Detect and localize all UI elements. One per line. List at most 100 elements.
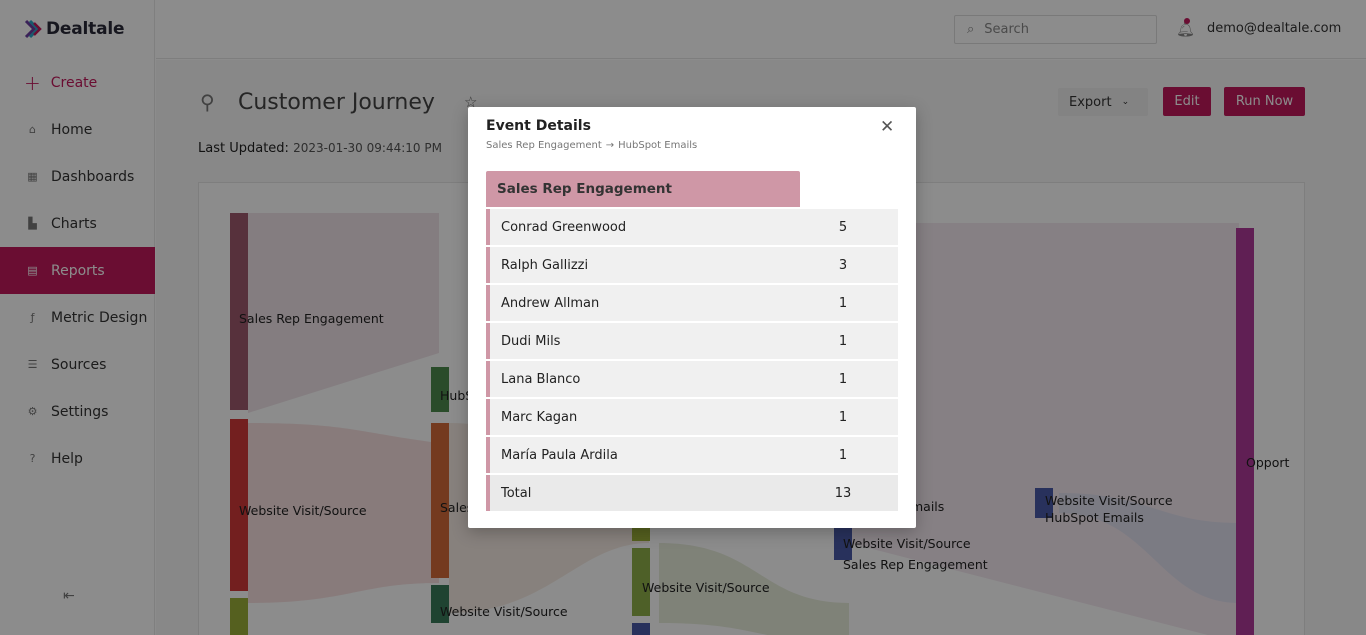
sidebar-item-metric-design[interactable]: ƒ Metric Design — [0, 294, 155, 341]
help-icon: ? — [29, 452, 36, 465]
sankey-label: Website Visit/Source — [1045, 493, 1173, 508]
user-email[interactable]: demo@dealtale.com — [1207, 21, 1342, 36]
row-name: Conrad Greenwood — [501, 219, 627, 235]
app-name: Dealtale — [46, 19, 125, 39]
row-count: 1 — [838, 447, 848, 463]
sankey-node — [1236, 228, 1254, 635]
row-name: Dudi Mils — [501, 333, 561, 349]
table-row: Andrew Allman 1 — [486, 285, 898, 321]
search-icon: ⌕ — [967, 22, 975, 37]
row-name: María Paula Ardila — [501, 447, 618, 463]
row-count: 1 — [838, 333, 848, 349]
sidebar-item-label: Help — [51, 450, 83, 467]
sankey-node — [230, 213, 248, 410]
sidebar-item-label: Reports — [51, 262, 105, 279]
sidebar-item-settings[interactable]: ⚙ Settings — [0, 388, 155, 435]
sankey-label: HubS — [440, 388, 474, 403]
row-name: Lana Blanco — [501, 371, 581, 387]
table-row: Conrad Greenwood 5 — [486, 209, 898, 245]
sidebar-item-reports[interactable]: ▤ Reports — [0, 247, 155, 294]
row-name: Ralph Gallizzi — [501, 257, 589, 273]
sidebar-item-label: Settings — [51, 403, 109, 420]
search-placeholder: Search — [984, 22, 1029, 37]
sankey-flow — [248, 213, 439, 413]
arrow-right-icon: → — [605, 140, 615, 151]
row-count: 3 — [838, 257, 848, 273]
search-input[interactable]: ⌕ Search — [954, 15, 1157, 44]
sankey-label: mails — [911, 499, 945, 514]
row-count: 5 — [838, 219, 848, 235]
sankey-node — [431, 423, 449, 578]
topbar: ⌕ Search 🔔︎ demo@dealtale.com — [156, 0, 1366, 59]
sidebar-item-charts[interactable]: ▙ Charts — [0, 200, 155, 247]
chart-icon: ▙ — [28, 217, 37, 230]
report-icon: ▤ — [27, 264, 38, 277]
journey-icon: ⚲ — [200, 90, 215, 114]
run-now-button[interactable]: Run Now — [1224, 87, 1305, 116]
sidebar-item-label: Charts — [51, 215, 97, 232]
sankey-node — [431, 367, 449, 412]
sidebar-item-help[interactable]: ? Help — [0, 435, 155, 482]
last-updated: Last Updated: 2023-01-30 09:44:10 PM — [198, 141, 442, 156]
modal-breadcrumb: Sales Rep Engagement → HubSpot Emails — [486, 140, 697, 151]
table-row: Lana Blanco 1 — [486, 361, 898, 397]
total-value: 13 — [834, 485, 852, 501]
sankey-label: Website Visit/Source — [239, 503, 367, 518]
sankey-node — [230, 419, 248, 591]
sankey-flow — [659, 543, 849, 635]
sankey-label: Sales Rep Engagement — [239, 311, 384, 326]
total-label: Total — [501, 485, 532, 501]
sidebar-item-label: Sources — [51, 356, 107, 373]
sankey-flow — [248, 423, 439, 603]
sankey-node — [632, 548, 650, 616]
notification-dot — [1184, 18, 1190, 24]
sankey-label: Website Visit/Source — [440, 604, 568, 619]
row-count: 1 — [838, 409, 848, 425]
table-row: Dudi Mils 1 — [486, 323, 898, 359]
favorite-star-icon[interactable]: ☆ — [464, 93, 478, 111]
sidebar-item-label: Metric Design — [51, 309, 148, 326]
sidebar-item-dashboards[interactable]: ▦ Dashboards — [0, 153, 155, 200]
create-button[interactable]: + Create — [24, 71, 97, 95]
event-details-modal: Event Details Sales Rep Engagement → Hub… — [468, 107, 916, 528]
modal-title: Event Details — [486, 118, 591, 134]
table-total-row: Total 13 — [486, 475, 898, 511]
plus-icon: + — [24, 71, 41, 95]
sankey-node — [1035, 488, 1053, 518]
table-row: Ralph Gallizzi 3 — [486, 247, 898, 283]
sidebar-item-label: Dashboards — [51, 168, 135, 185]
chevron-down-icon: ⌄ — [1121, 97, 1130, 107]
sidebar-nav: ⌂ Home ▦ Dashboards ▙ Charts ▤ Reports ƒ… — [0, 106, 155, 482]
sankey-label: HubSpot Emails — [1045, 510, 1144, 525]
close-icon[interactable]: ✕ — [880, 117, 895, 137]
database-icon: ☰ — [27, 358, 38, 371]
row-count: 1 — [838, 371, 848, 387]
function-icon: ƒ — [30, 311, 35, 324]
sidebar-item-label: Home — [51, 121, 93, 138]
dashboard-icon: ▦ — [27, 170, 38, 183]
event-table: Conrad Greenwood 5 Ralph Gallizzi 3 Andr… — [486, 209, 898, 513]
page-title: Customer Journey — [238, 90, 435, 115]
sankey-svg — [230, 213, 1254, 635]
table-row: María Paula Ardila 1 — [486, 437, 898, 473]
breadcrumb-to: HubSpot Emails — [618, 140, 698, 151]
gear-icon: ⚙ — [27, 405, 38, 418]
home-icon: ⌂ — [29, 123, 36, 136]
sankey-node — [230, 598, 248, 635]
sidebar-item-sources[interactable]: ☰ Sources — [0, 341, 155, 388]
table-row: Marc Kagan 1 — [486, 399, 898, 435]
sankey-node — [632, 623, 650, 635]
row-name: Andrew Allman — [501, 295, 600, 311]
notification-bell-icon[interactable]: 🔔︎ — [1176, 18, 1196, 38]
sankey-label: Opport — [1246, 455, 1290, 470]
breadcrumb-from: Sales Rep Engagement — [486, 140, 602, 151]
sankey-label: Website Visit/Source — [642, 580, 770, 595]
sidebar: Dealtale + Create ⌂ Home ▦ Dashboards ▙ … — [0, 0, 155, 635]
export-dropdown[interactable]: Export ⌄ — [1058, 88, 1148, 116]
table-header: Sales Rep Engagement — [486, 171, 800, 207]
sidebar-item-home[interactable]: ⌂ Home — [0, 106, 155, 153]
sankey-label: Sales — [440, 500, 474, 515]
collapse-sidebar-icon[interactable]: ⇤ — [63, 588, 75, 604]
logo[interactable]: Dealtale — [24, 19, 124, 39]
edit-button[interactable]: Edit — [1163, 87, 1211, 116]
